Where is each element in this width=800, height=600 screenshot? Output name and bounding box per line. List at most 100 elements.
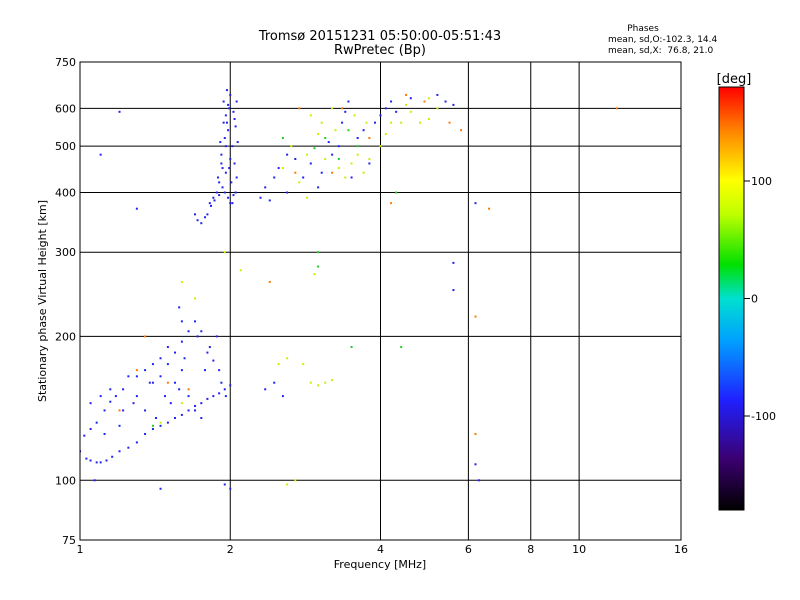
point-blue bbox=[231, 145, 234, 148]
colorbar-ticks: 100 0 -100 bbox=[744, 175, 776, 423]
point-blue bbox=[222, 121, 225, 124]
point-orange bbox=[298, 107, 301, 110]
point-blue bbox=[118, 424, 121, 427]
point-blue bbox=[159, 357, 162, 360]
point-blue bbox=[221, 186, 224, 189]
point-blue bbox=[234, 191, 237, 194]
point-yellow-green bbox=[436, 107, 439, 110]
point-orange bbox=[423, 100, 426, 103]
point-yellow-green bbox=[286, 483, 289, 486]
point-blue bbox=[384, 107, 387, 110]
point-blue bbox=[99, 395, 102, 398]
point-blue bbox=[379, 114, 382, 117]
point-blue bbox=[180, 413, 183, 416]
point-blue bbox=[220, 381, 223, 384]
point-blue bbox=[208, 346, 211, 349]
point-blue bbox=[223, 483, 226, 486]
point-blue bbox=[273, 176, 276, 179]
point-blue bbox=[302, 176, 305, 179]
point-blue bbox=[159, 424, 162, 427]
point-orange bbox=[448, 121, 451, 124]
point-green bbox=[324, 137, 327, 140]
point-blue bbox=[474, 202, 477, 205]
point-blue bbox=[166, 346, 169, 349]
point-blue bbox=[159, 375, 162, 378]
point-blue bbox=[230, 181, 233, 184]
point-blue bbox=[218, 194, 221, 197]
point-yellow-green bbox=[180, 402, 183, 405]
point-blue bbox=[218, 181, 221, 184]
point-yellow-green bbox=[309, 381, 312, 384]
point-orange bbox=[341, 107, 344, 110]
colorbar-tick-label: 0 bbox=[751, 293, 758, 306]
point-orange bbox=[268, 280, 271, 283]
y-tick-label: 75 bbox=[62, 534, 76, 547]
point-blue bbox=[452, 103, 455, 106]
point-blue bbox=[474, 463, 477, 466]
point-blue bbox=[395, 110, 398, 113]
point-yellow-green bbox=[306, 153, 309, 156]
point-blue bbox=[203, 369, 206, 372]
point-yellow-green bbox=[353, 114, 356, 117]
point-blue bbox=[200, 330, 203, 333]
point-orange bbox=[615, 107, 618, 110]
point-blue bbox=[118, 110, 121, 113]
point-blue bbox=[224, 171, 227, 174]
point-blue bbox=[200, 416, 203, 419]
point-blue bbox=[212, 359, 215, 362]
point-blue bbox=[452, 261, 455, 264]
x-tick-label: 8 bbox=[527, 543, 534, 556]
point-yellow-green bbox=[286, 357, 289, 360]
point-blue bbox=[320, 171, 323, 174]
point-blue bbox=[109, 388, 112, 391]
point-blue bbox=[127, 446, 130, 449]
point-green bbox=[337, 158, 340, 161]
point-blue bbox=[220, 153, 223, 156]
point-blue bbox=[135, 375, 138, 378]
colorbar-label: [deg] bbox=[717, 72, 752, 87]
point-yellow-green bbox=[362, 171, 365, 174]
point-green bbox=[313, 147, 316, 150]
point-blue bbox=[234, 125, 237, 128]
point-yellow-green bbox=[302, 363, 305, 366]
point-blue bbox=[281, 395, 284, 398]
x-tick-label: 4 bbox=[377, 543, 384, 556]
point-blue bbox=[224, 145, 227, 148]
point-blue bbox=[235, 176, 238, 179]
point-orange bbox=[187, 388, 190, 391]
point-yellow-green bbox=[334, 129, 337, 132]
y-axis-label: Stationary phase Virtual Height [km] bbox=[36, 200, 49, 402]
point-yellow-green bbox=[277, 363, 280, 366]
stats-o-mode: mean, sd,O:-102.3, 14.4 bbox=[608, 35, 718, 45]
point-green bbox=[356, 145, 359, 148]
point-green bbox=[350, 346, 353, 349]
point-blue bbox=[347, 100, 350, 103]
point-blue bbox=[127, 375, 130, 378]
point-blue bbox=[218, 392, 221, 395]
point-blue bbox=[206, 213, 209, 216]
point-blue bbox=[196, 335, 199, 338]
point-blue bbox=[286, 153, 289, 156]
point-orange bbox=[118, 409, 121, 412]
point-blue bbox=[103, 432, 106, 435]
point-blue bbox=[166, 363, 169, 366]
point-orange bbox=[405, 93, 408, 96]
point-blue bbox=[350, 176, 353, 179]
point-blue bbox=[212, 395, 215, 398]
point-orange bbox=[166, 381, 169, 384]
point-yellow-green bbox=[384, 133, 387, 136]
point-blue bbox=[159, 487, 162, 490]
x-tick-label: 16 bbox=[674, 543, 688, 556]
point-yellow-green bbox=[320, 121, 323, 124]
stats-heading: Phases bbox=[627, 24, 659, 34]
point-orange bbox=[460, 129, 463, 132]
point-blue bbox=[114, 395, 117, 398]
point-blue bbox=[341, 121, 344, 124]
point-blue bbox=[223, 191, 226, 194]
point-blue bbox=[194, 320, 197, 323]
point-blue bbox=[151, 381, 154, 384]
point-orange bbox=[474, 315, 477, 318]
colorbar-tick-label: -100 bbox=[751, 410, 776, 423]
point-blue bbox=[83, 434, 86, 437]
point-blue bbox=[368, 162, 371, 165]
